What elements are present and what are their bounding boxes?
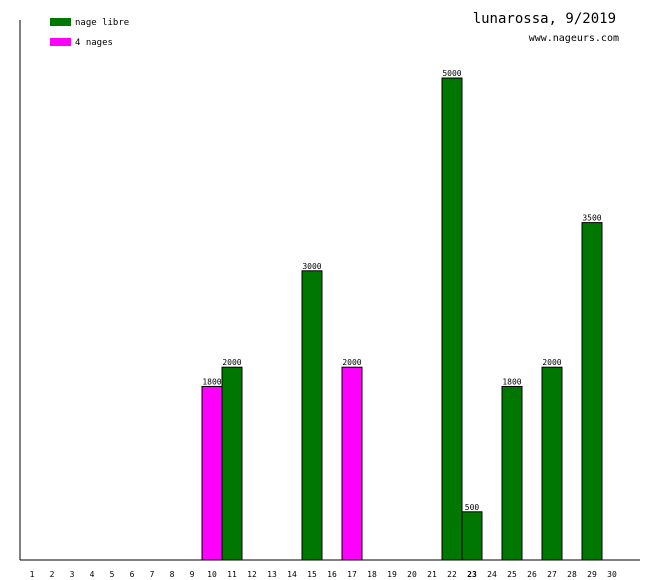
x-tick-label-17: 17: [347, 570, 357, 579]
x-tick-label-16: 16: [327, 570, 337, 579]
bar-value-label-day-29: 3500: [582, 214, 601, 223]
bar-value-label-day-25: 1800: [502, 377, 521, 386]
chart-title: lunarossa, 9/2019: [473, 11, 616, 27]
bar-4-nages-day-10: [201, 385, 223, 561]
chart-subtitle: www.nageurs.com: [529, 33, 619, 44]
bar-value-label-day-15: 3000: [302, 262, 321, 271]
bar-nage-libre-day-23: [461, 511, 483, 561]
bar-nage-libre-day-27: [541, 366, 563, 561]
x-tick-label-24: 24: [487, 570, 497, 579]
x-tick-label-20: 20: [407, 570, 417, 579]
x-tick-label-21: 21: [427, 570, 437, 579]
bar-nage-libre-day-29: [581, 222, 603, 561]
x-tick-label-28: 28: [567, 570, 577, 579]
x-tick-label-14: 14: [287, 570, 297, 579]
x-tick-label-3: 3: [70, 570, 75, 579]
bar-nage-libre-day-11: [221, 366, 243, 561]
x-tick-label-11: 11: [227, 570, 237, 579]
x-tick-label-27: 27: [547, 570, 557, 579]
bar-value-label-day-27: 2000: [542, 358, 561, 367]
bar-nage-libre-day-22: [441, 77, 463, 561]
x-tick-label-26: 26: [527, 570, 537, 579]
x-tick-label-7: 7: [150, 570, 155, 579]
x-tick-label-23: 23: [467, 570, 477, 579]
x-tick-label-12: 12: [247, 570, 257, 579]
legend: nage libre 4 nages: [50, 18, 129, 48]
x-tick-label-25: 25: [507, 570, 517, 579]
bar-value-label-day-10: 1800: [202, 377, 221, 386]
x-tick-label-1: 1: [30, 570, 35, 579]
x-tick-label-13: 13: [267, 570, 277, 579]
x-tick-label-15: 15: [307, 570, 317, 579]
legend-label-nage-libre: nage libre: [75, 18, 129, 28]
bars-group: 2000 3000 5000 500 1800 2000 3500 1800 2000: [201, 69, 603, 561]
bar-value-label-day-17: 2000: [342, 358, 361, 367]
bar-4-nages-day-17: [341, 366, 363, 561]
x-tick-label-5: 5: [110, 570, 115, 579]
bar-value-label-day-11: 2000: [222, 358, 241, 367]
x-tick-label-19: 19: [387, 570, 397, 579]
x-tick-label-22: 22: [447, 570, 457, 579]
x-tick-label-9: 9: [190, 570, 195, 579]
x-tick-label-2: 2: [50, 570, 55, 579]
legend-swatch-4-nages: [50, 38, 71, 46]
bar-nage-libre-day-15: [301, 270, 323, 561]
x-tick-label-4: 4: [90, 570, 95, 579]
bar-value-label-day-23: 500: [465, 503, 480, 512]
x-tick-labels: 1 2 3 4 5 6 7 8 9 10 11 12 13 14 15 16 17 18 19 20 21 22 23 24 2…: [30, 570, 617, 579]
x-tick-label-30: 30: [607, 570, 617, 579]
x-tick-label-10: 10: [207, 570, 217, 579]
bar-nage-libre-day-25: [501, 385, 523, 561]
legend-label-4-nages: 4 nages: [75, 38, 113, 48]
x-tick-label-6: 6: [130, 570, 135, 579]
legend-swatch-nage-libre: [50, 18, 71, 26]
x-tick-label-8: 8: [170, 570, 175, 579]
bar-value-label-day-22: 5000: [442, 69, 461, 78]
x-tick-label-29: 29: [587, 570, 597, 579]
x-tick-label-18: 18: [367, 570, 377, 579]
